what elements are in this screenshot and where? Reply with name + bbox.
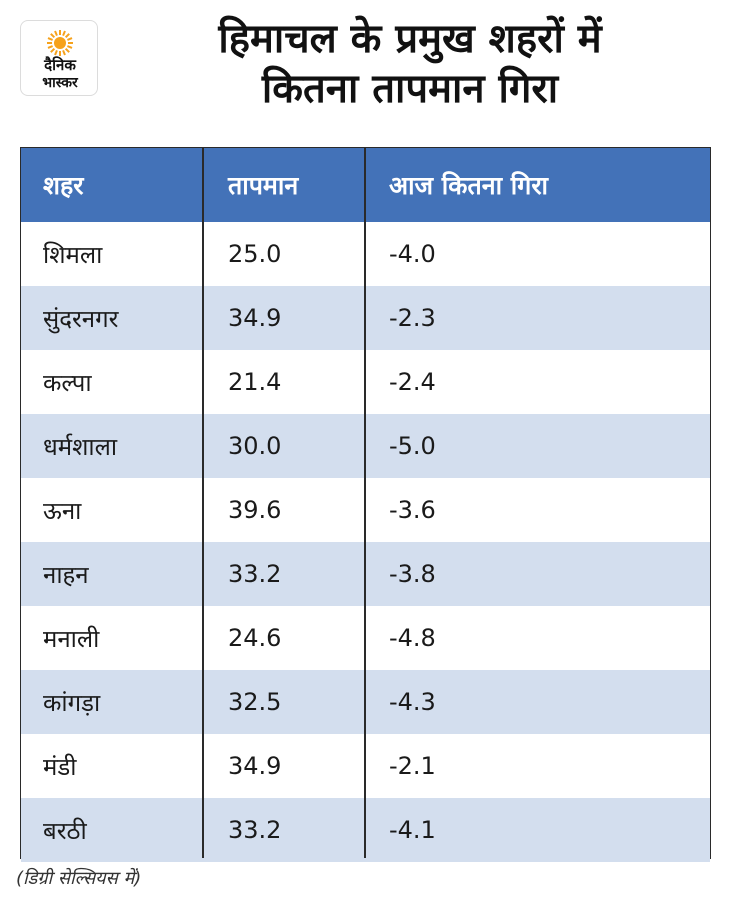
table-row: कांगड़ा 32.5 -4.3 xyxy=(21,670,710,734)
table-cell-city: मंडी xyxy=(43,752,77,781)
table-cell-city: नाहन xyxy=(43,560,89,589)
table-cell-temperature: 34.9 xyxy=(228,752,282,780)
sun-ray xyxy=(50,33,56,39)
table-cell-drop: -5.0 xyxy=(389,432,436,460)
dainik-bhaskar-logo: दैनिक भास्कर xyxy=(20,20,98,96)
sun-ray xyxy=(54,50,58,56)
column-header-city: शहर xyxy=(43,171,84,200)
table-cell-city: बरठी xyxy=(43,816,87,845)
table-cell-city: शिमला xyxy=(43,240,103,269)
table-cell-temperature: 33.2 xyxy=(228,816,282,844)
sun-ray xyxy=(64,33,70,39)
table-row: बरठी 33.2 -4.1 xyxy=(21,798,710,862)
table-cell-drop: -4.3 xyxy=(389,688,436,716)
logo-text-line2: भास्कर xyxy=(42,75,79,91)
sun-ray xyxy=(47,45,53,49)
logo-text-line1: दैनिक xyxy=(43,56,77,74)
table-cell-city: सुंदरनगर xyxy=(43,304,119,333)
table-cell-temperature: 32.5 xyxy=(228,688,282,716)
table-cell-city: ऊना xyxy=(43,496,82,525)
sun-ray xyxy=(47,37,53,41)
table-row: शिमला 25.0 -4.0 xyxy=(21,222,710,286)
column-header-drop: आज कितना गिरा xyxy=(389,171,549,200)
table-cell-drop: -4.0 xyxy=(389,240,436,268)
column-divider xyxy=(364,148,366,858)
title-line-2: कितना तापमान गिरा xyxy=(261,66,559,112)
table-cell-drop: -3.8 xyxy=(389,560,436,588)
table-cell-temperature: 39.6 xyxy=(228,496,282,524)
sun-ray xyxy=(67,45,73,49)
table-cell-temperature: 25.0 xyxy=(228,240,282,268)
table-cell-city: कल्पा xyxy=(43,368,92,397)
table-row: सुंदरनगर 34.9 -2.3 xyxy=(21,286,710,350)
sun-ray xyxy=(62,50,66,56)
table-cell-city: कांगड़ा xyxy=(43,688,101,717)
table-cell-drop: -3.6 xyxy=(389,496,436,524)
table-row: ऊना 39.6 -3.6 xyxy=(21,478,710,542)
sun-ray xyxy=(64,47,70,53)
table-cell-temperature: 33.2 xyxy=(228,560,282,588)
table-cell-temperature: 30.0 xyxy=(228,432,282,460)
table-row: मनाली 24.6 -4.8 xyxy=(21,606,710,670)
column-divider xyxy=(202,148,204,858)
sun-ray xyxy=(50,47,56,53)
sun-ray xyxy=(54,30,58,36)
temperature-table: शहर तापमान आज कितना गिरा शिमला 25.0 -4.0 सु… xyxy=(20,147,711,862)
table-row: कल्पा 21.4 -2.4 xyxy=(21,350,710,414)
table-cell-city: मनाली xyxy=(43,624,100,653)
table-header-row: शहर तापमान आज कितना गिरा xyxy=(21,148,710,222)
page-title: हिमाचल के प्रमुख शहरों में कितना तापमान … xyxy=(110,14,710,114)
table-cell-temperature: 34.9 xyxy=(228,304,282,332)
sun-ray xyxy=(62,30,66,36)
table-row: नाहन 33.2 -3.8 xyxy=(21,542,710,606)
unit-footnote: (डिग्री सेल्सियस में) xyxy=(16,868,142,889)
table-cell-drop: -2.3 xyxy=(389,304,436,332)
title-line-1: हिमाचल के प्रमुख शहरों में xyxy=(218,16,602,62)
sun-ray xyxy=(67,37,73,41)
table-cell-drop: -2.1 xyxy=(389,752,436,780)
table-cell-drop: -2.4 xyxy=(389,368,436,396)
table-cell-temperature: 24.6 xyxy=(228,624,282,652)
table-cell-drop: -4.8 xyxy=(389,624,436,652)
table-row: मंडी 34.9 -2.1 xyxy=(21,734,710,798)
column-header-temperature: तापमान xyxy=(228,171,299,200)
table-cell-temperature: 21.4 xyxy=(228,368,282,396)
sun-logo-icon: दैनिक भास्कर xyxy=(42,30,79,91)
table-row: धर्मशाला 30.0 -5.0 xyxy=(21,414,710,478)
table-cell-drop: -4.1 xyxy=(389,816,436,844)
table-cell-city: धर्मशाला xyxy=(43,432,118,461)
